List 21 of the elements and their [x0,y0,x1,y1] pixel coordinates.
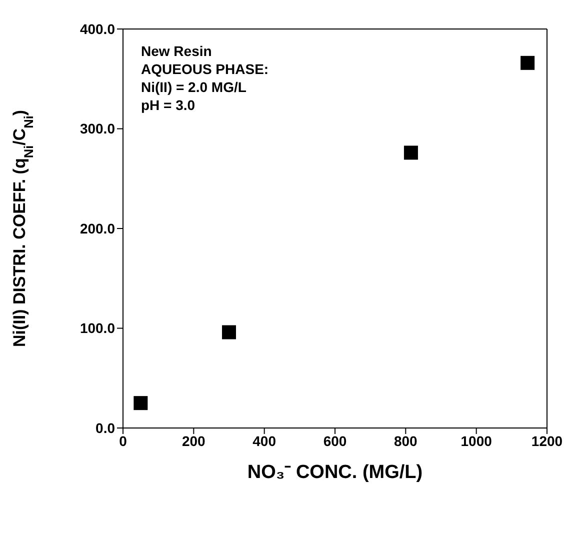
point [134,396,148,410]
point [404,146,418,160]
x-tick-label: 0 [119,432,128,449]
annotation: New Resin [141,43,212,59]
x-tick-label: 400 [252,432,276,449]
x-tick-label: 1000 [460,432,492,449]
y-tick-label: 400.0 [80,20,116,37]
annotation: AQUEOUS PHASE: [141,61,269,77]
y-tick-label: 0.0 [96,420,116,436]
annotation: pH = 3.0 [141,97,196,113]
point [222,325,236,340]
x-tick-label: 200 [182,432,206,449]
y-tick-label: 100.0 [80,320,116,336]
y-tick-label: 300.0 [80,120,116,137]
x-tick-label: 600 [323,432,347,449]
x-axis-title: NO₃⁻ CONC. (MG/L) [247,462,423,483]
x-tick-label: 800 [394,432,418,449]
annotation: Ni(II) = 2.0 MG/L [141,79,247,95]
point [520,56,535,70]
x-tick-label: 1200 [531,432,563,449]
y-tick-label: 200.0 [80,220,116,236]
